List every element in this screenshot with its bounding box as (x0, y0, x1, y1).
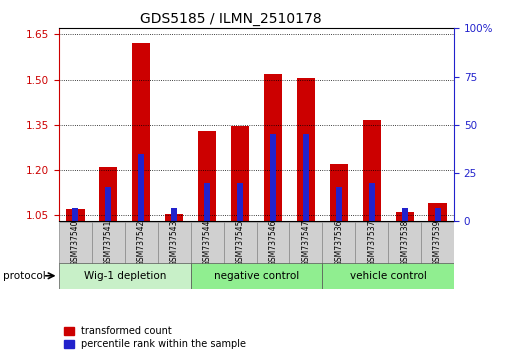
Bar (256, 222, 289, 264)
Text: GSM737544: GSM737544 (203, 219, 212, 266)
Text: GSM737547: GSM737547 (301, 219, 310, 266)
Bar (125, 222, 158, 264)
Bar (336, 187, 342, 221)
Text: GSM737539: GSM737539 (433, 219, 442, 266)
Legend: transformed count, percentile rank within the sample: transformed count, percentile rank withi… (64, 326, 246, 349)
Bar (289, 222, 322, 264)
Text: GSM737543: GSM737543 (170, 219, 179, 266)
Bar (66, 209, 85, 221)
Bar (322, 222, 355, 264)
Text: GSM737537: GSM737537 (367, 219, 376, 266)
Text: GSM737542: GSM737542 (137, 219, 146, 266)
Bar (264, 74, 282, 221)
Bar (92, 222, 125, 264)
Bar (191, 263, 322, 289)
Bar (224, 222, 256, 264)
Bar (369, 183, 374, 221)
Bar (198, 131, 216, 221)
Text: Wig-1 depletion: Wig-1 depletion (84, 271, 166, 281)
Bar (165, 214, 183, 221)
Bar (270, 135, 276, 221)
Bar (191, 222, 224, 264)
Bar (72, 208, 78, 221)
Bar (303, 135, 309, 221)
Bar (231, 126, 249, 221)
Bar (396, 212, 413, 221)
Text: vehicle control: vehicle control (350, 271, 427, 281)
Text: GSM737538: GSM737538 (400, 219, 409, 266)
Bar (322, 263, 454, 289)
Bar (388, 222, 421, 264)
Bar (171, 208, 177, 221)
Bar (355, 222, 388, 264)
Bar (330, 164, 348, 221)
Bar (363, 120, 381, 221)
Bar (297, 78, 315, 221)
Bar (204, 183, 210, 221)
Bar (435, 208, 441, 221)
Text: GSM737546: GSM737546 (268, 219, 278, 266)
Text: GDS5185 / ILMN_2510178: GDS5185 / ILMN_2510178 (140, 12, 322, 27)
Bar (158, 222, 191, 264)
Text: GSM737536: GSM737536 (334, 219, 343, 266)
Text: protocol: protocol (3, 271, 45, 281)
Bar (421, 222, 454, 264)
Text: GSM737540: GSM737540 (71, 219, 80, 266)
Bar (132, 44, 150, 221)
Text: negative control: negative control (214, 271, 299, 281)
Bar (139, 154, 144, 221)
Bar (428, 203, 447, 221)
Bar (59, 263, 191, 289)
Bar (100, 167, 117, 221)
Text: GSM737541: GSM737541 (104, 219, 113, 266)
Bar (105, 187, 111, 221)
Bar (59, 222, 92, 264)
Bar (402, 208, 408, 221)
Text: GSM737545: GSM737545 (235, 219, 245, 266)
Bar (237, 183, 243, 221)
